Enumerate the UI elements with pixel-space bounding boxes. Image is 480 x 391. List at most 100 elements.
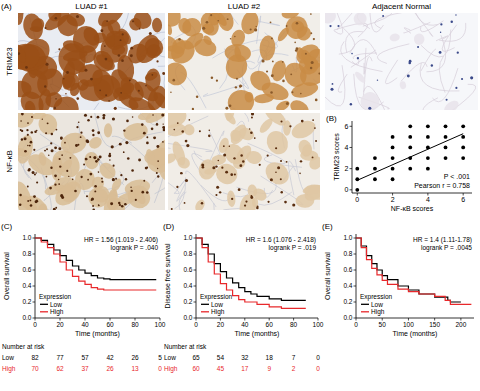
x-tick-label: 80 <box>290 321 298 328</box>
nucleus <box>55 17 58 20</box>
stain <box>414 33 425 45</box>
nucleus <box>145 167 148 170</box>
nucleus <box>156 123 159 126</box>
nucleus <box>450 21 452 23</box>
nucleus <box>219 191 221 193</box>
nucleus <box>234 173 236 175</box>
nucleus <box>208 129 210 131</box>
stain <box>111 44 127 57</box>
nucleus <box>196 96 199 99</box>
stain <box>295 46 307 61</box>
point <box>391 146 395 150</box>
stain <box>168 36 199 69</box>
y-tick-label: 0.6 <box>343 266 352 273</box>
nucleus <box>312 119 314 121</box>
nucleus <box>337 25 339 27</box>
nucleus <box>211 76 214 79</box>
nucleus <box>440 23 442 25</box>
nucleus <box>235 86 237 88</box>
panel-label: (E) <box>322 222 333 231</box>
nucleus <box>250 28 252 30</box>
nucleus <box>138 159 141 162</box>
nucleus <box>185 179 188 182</box>
nucleus <box>291 91 293 93</box>
stroma <box>288 161 295 195</box>
nucleus <box>27 200 29 202</box>
nucleus <box>409 60 412 63</box>
nucleus <box>368 107 371 110</box>
nucleus <box>186 144 189 147</box>
y-tick-label: 0 <box>345 186 349 193</box>
nucleus <box>132 116 134 118</box>
nucleus <box>110 202 113 205</box>
stain <box>389 33 400 42</box>
nucleus <box>85 69 88 72</box>
y-tick <box>350 147 353 148</box>
nucleus <box>289 125 291 127</box>
nucleus <box>130 54 133 57</box>
x-tick-label: 100 <box>403 321 414 328</box>
nucleus <box>46 148 48 150</box>
nucleus <box>94 190 96 192</box>
x-axis-title: Time (months) <box>75 330 120 338</box>
nucleus <box>58 147 61 150</box>
x-tick-label: 40 <box>241 321 249 328</box>
stain <box>80 24 102 48</box>
nucleus <box>61 196 64 199</box>
nucleus <box>270 178 273 181</box>
stain <box>196 157 218 181</box>
nucleus <box>180 172 182 174</box>
annotation: HR = 1.4 (1.11-1.78) <box>413 236 472 244</box>
stain <box>295 194 314 209</box>
stroma <box>375 13 421 28</box>
nucleus <box>184 202 186 204</box>
stroma <box>439 56 445 93</box>
nucleus <box>124 203 127 206</box>
risk-value: 0 <box>316 365 320 372</box>
nucleus <box>157 168 158 169</box>
stroma <box>370 13 384 32</box>
nucleus <box>210 14 212 16</box>
risk-value: 54 <box>217 354 225 361</box>
point <box>461 135 465 139</box>
point <box>426 156 430 160</box>
nucleus <box>126 120 129 123</box>
x-tick-label: 60 <box>106 321 114 328</box>
annotation: logrank P = .019 <box>269 244 317 252</box>
stain <box>23 100 36 110</box>
y-tick <box>194 302 197 303</box>
nucleus <box>311 61 314 64</box>
nucleus <box>357 57 359 59</box>
nucleus <box>270 21 272 23</box>
nucleus <box>31 116 33 118</box>
nucleus <box>98 205 100 207</box>
x-tick-label: 0 <box>354 321 358 328</box>
column-header: LUAD #2 <box>228 2 261 11</box>
nucleus <box>66 170 68 172</box>
y-tick <box>194 318 197 319</box>
y-axis-title: TRIM23 scores <box>333 133 340 181</box>
nucleus <box>90 78 93 81</box>
panel-label: (B) <box>326 114 337 123</box>
nucleus <box>351 53 353 55</box>
nucleus <box>282 61 284 63</box>
nucleus <box>217 20 219 22</box>
y-tick-label: 0.8 <box>343 250 352 257</box>
nucleus <box>152 114 154 116</box>
nucleus <box>282 80 285 83</box>
nucleus <box>131 169 134 172</box>
nucleus <box>240 154 242 156</box>
nucleus <box>143 180 145 182</box>
nucleus <box>332 83 334 85</box>
nucleus <box>208 135 211 138</box>
nucleus <box>229 146 230 147</box>
stain <box>144 148 156 165</box>
point <box>373 177 377 181</box>
x-tick-label: 0 <box>33 321 37 328</box>
stain <box>244 92 253 103</box>
nucleus <box>172 79 175 82</box>
risk-row-label: High <box>2 365 16 373</box>
nucleus <box>99 155 102 158</box>
nucleus <box>89 173 92 176</box>
nucleus <box>244 204 246 206</box>
